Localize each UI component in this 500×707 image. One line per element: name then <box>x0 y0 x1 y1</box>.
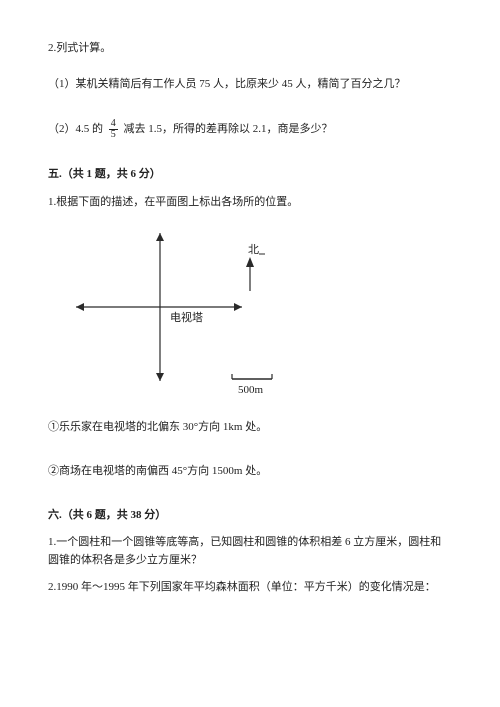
section-6-header: 六.（共 6 题，共 38 分） <box>48 507 452 525</box>
q6-1-number: 1. <box>48 536 56 548</box>
p2-2-part-b: 减去 1.5，所得的差再除以 2.1，商是多少？ <box>124 123 333 135</box>
location-diagram: 北 电视塔 500m <box>66 221 326 401</box>
north-label: 北 <box>248 243 259 256</box>
axis-v-top-arrow <box>156 233 164 241</box>
north-arrow-head <box>246 257 254 267</box>
diagram-svg: 北 电视塔 500m <box>66 221 326 401</box>
p2-number: 2 <box>48 42 54 54</box>
axis-h-right-arrow <box>234 303 242 311</box>
q5-item1: ①乐乐家在电视塔的北偏东 30°方向 1km 处。 <box>48 419 452 437</box>
p2-title: 列式计算。 <box>56 42 111 54</box>
p2-2-part-a: （2）4.5 的 <box>48 123 103 135</box>
page-root: 2.列式计算。 （1）某机关精简后有工作人员 75 人，比原来少 45 人，精简… <box>0 0 500 627</box>
problem-2-heading: 2.列式计算。 <box>48 40 452 58</box>
section-5-header: 五.（共 1 题，共 6 分） <box>48 166 452 184</box>
q6-2-number: 2. <box>48 581 56 593</box>
problem-2-sub2: （2）4.5 的 4 5 减去 1.5，所得的差再除以 2.1，商是多少？ <box>48 119 452 140</box>
fraction-denominator: 5 <box>109 130 118 140</box>
axis-h-left-arrow <box>76 303 84 311</box>
q6-1-text: 一个圆柱和一个圆锥等底等高，已知圆柱和圆锥的体积相差 6 立方厘米，圆柱和圆锥的… <box>48 536 441 566</box>
axis-v-bottom-arrow <box>156 373 164 381</box>
q5-1-number: 1. <box>48 196 56 208</box>
q6-2-text: 1990 年～1995 年下列国家年平均森林面积（单位：平方千米）的变化情况是： <box>56 581 436 593</box>
q5-1-text: 根据下面的描述，在平面图上标出各场所的位置。 <box>56 196 298 208</box>
scale-label: 500m <box>238 384 264 396</box>
q6-1: 1.一个圆柱和一个圆锥等底等高，已知圆柱和圆锥的体积相差 6 立方厘米，圆柱和圆… <box>48 534 452 569</box>
problem-2-sub1: （1）某机关精简后有工作人员 75 人，比原来少 45 人，精简了百分之几？ <box>48 76 452 94</box>
q5-1: 1.根据下面的描述，在平面图上标出各场所的位置。 <box>48 194 452 212</box>
q6-2: 2.1990 年～1995 年下列国家年平均森林面积（单位：平方千米）的变化情况… <box>48 579 452 597</box>
fraction-4-5: 4 5 <box>109 119 118 140</box>
q5-item2: ②商场在电视塔的南偏西 45°方向 1500m 处。 <box>48 463 452 481</box>
center-label: 电视塔 <box>170 310 203 324</box>
